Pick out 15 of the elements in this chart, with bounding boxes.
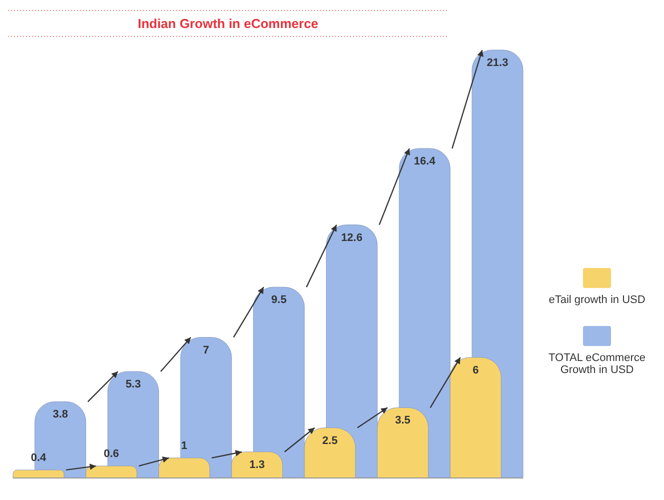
data-label: 6 bbox=[472, 364, 479, 376]
data-label: 16.4 bbox=[414, 155, 436, 168]
data-label: 12.6 bbox=[341, 232, 362, 244]
data-label: 21.3 bbox=[486, 57, 508, 69]
legend-label: eTail growth in USD bbox=[548, 294, 646, 306]
data-label: 3.5 bbox=[395, 414, 410, 427]
data-label: 3.8 bbox=[52, 408, 68, 421]
data-label: 1.3 bbox=[249, 458, 265, 471]
data-label: 1 bbox=[181, 440, 188, 452]
data-label: 5.3 bbox=[126, 378, 141, 390]
data-label: 9.5 bbox=[271, 294, 287, 306]
data-label: 7 bbox=[203, 344, 210, 356]
legend-label: TOTAL eCommerce Growth in USD bbox=[548, 352, 646, 376]
chart-title: Indian Growth in eCommerce bbox=[136, 15, 320, 31]
data-label: 2.5 bbox=[322, 434, 338, 447]
